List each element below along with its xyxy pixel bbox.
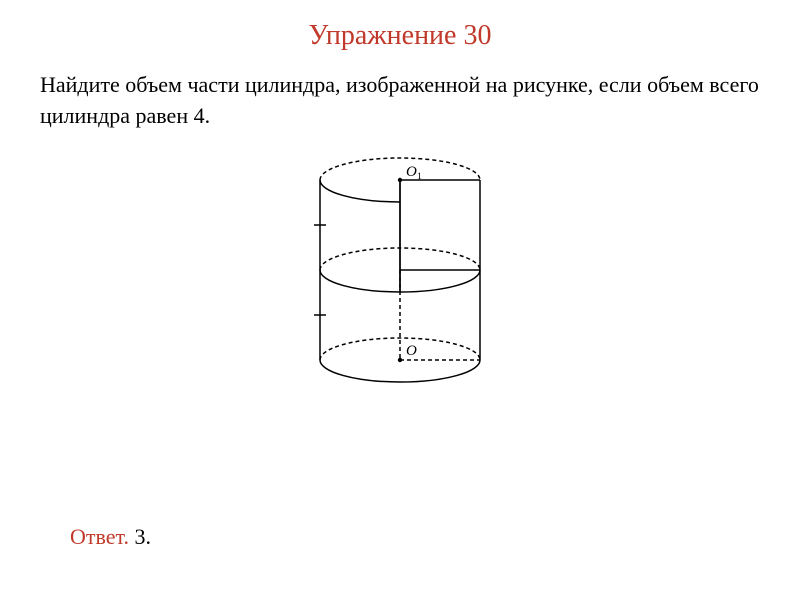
diagram-container: O1O bbox=[40, 142, 760, 402]
svg-text:1: 1 bbox=[417, 171, 422, 182]
answer-value: 3. bbox=[135, 524, 152, 549]
answer-row: Ответ. 3. bbox=[70, 524, 151, 550]
svg-text:O: O bbox=[406, 164, 417, 180]
exercise-title: Упражнение 30 bbox=[40, 20, 760, 52]
problem-statement: Найдите объем части цилиндра, изображенн… bbox=[40, 70, 760, 132]
answer-label: Ответ. bbox=[70, 524, 129, 549]
svg-text:O: O bbox=[406, 343, 417, 359]
cylinder-diagram: O1O bbox=[260, 142, 540, 402]
